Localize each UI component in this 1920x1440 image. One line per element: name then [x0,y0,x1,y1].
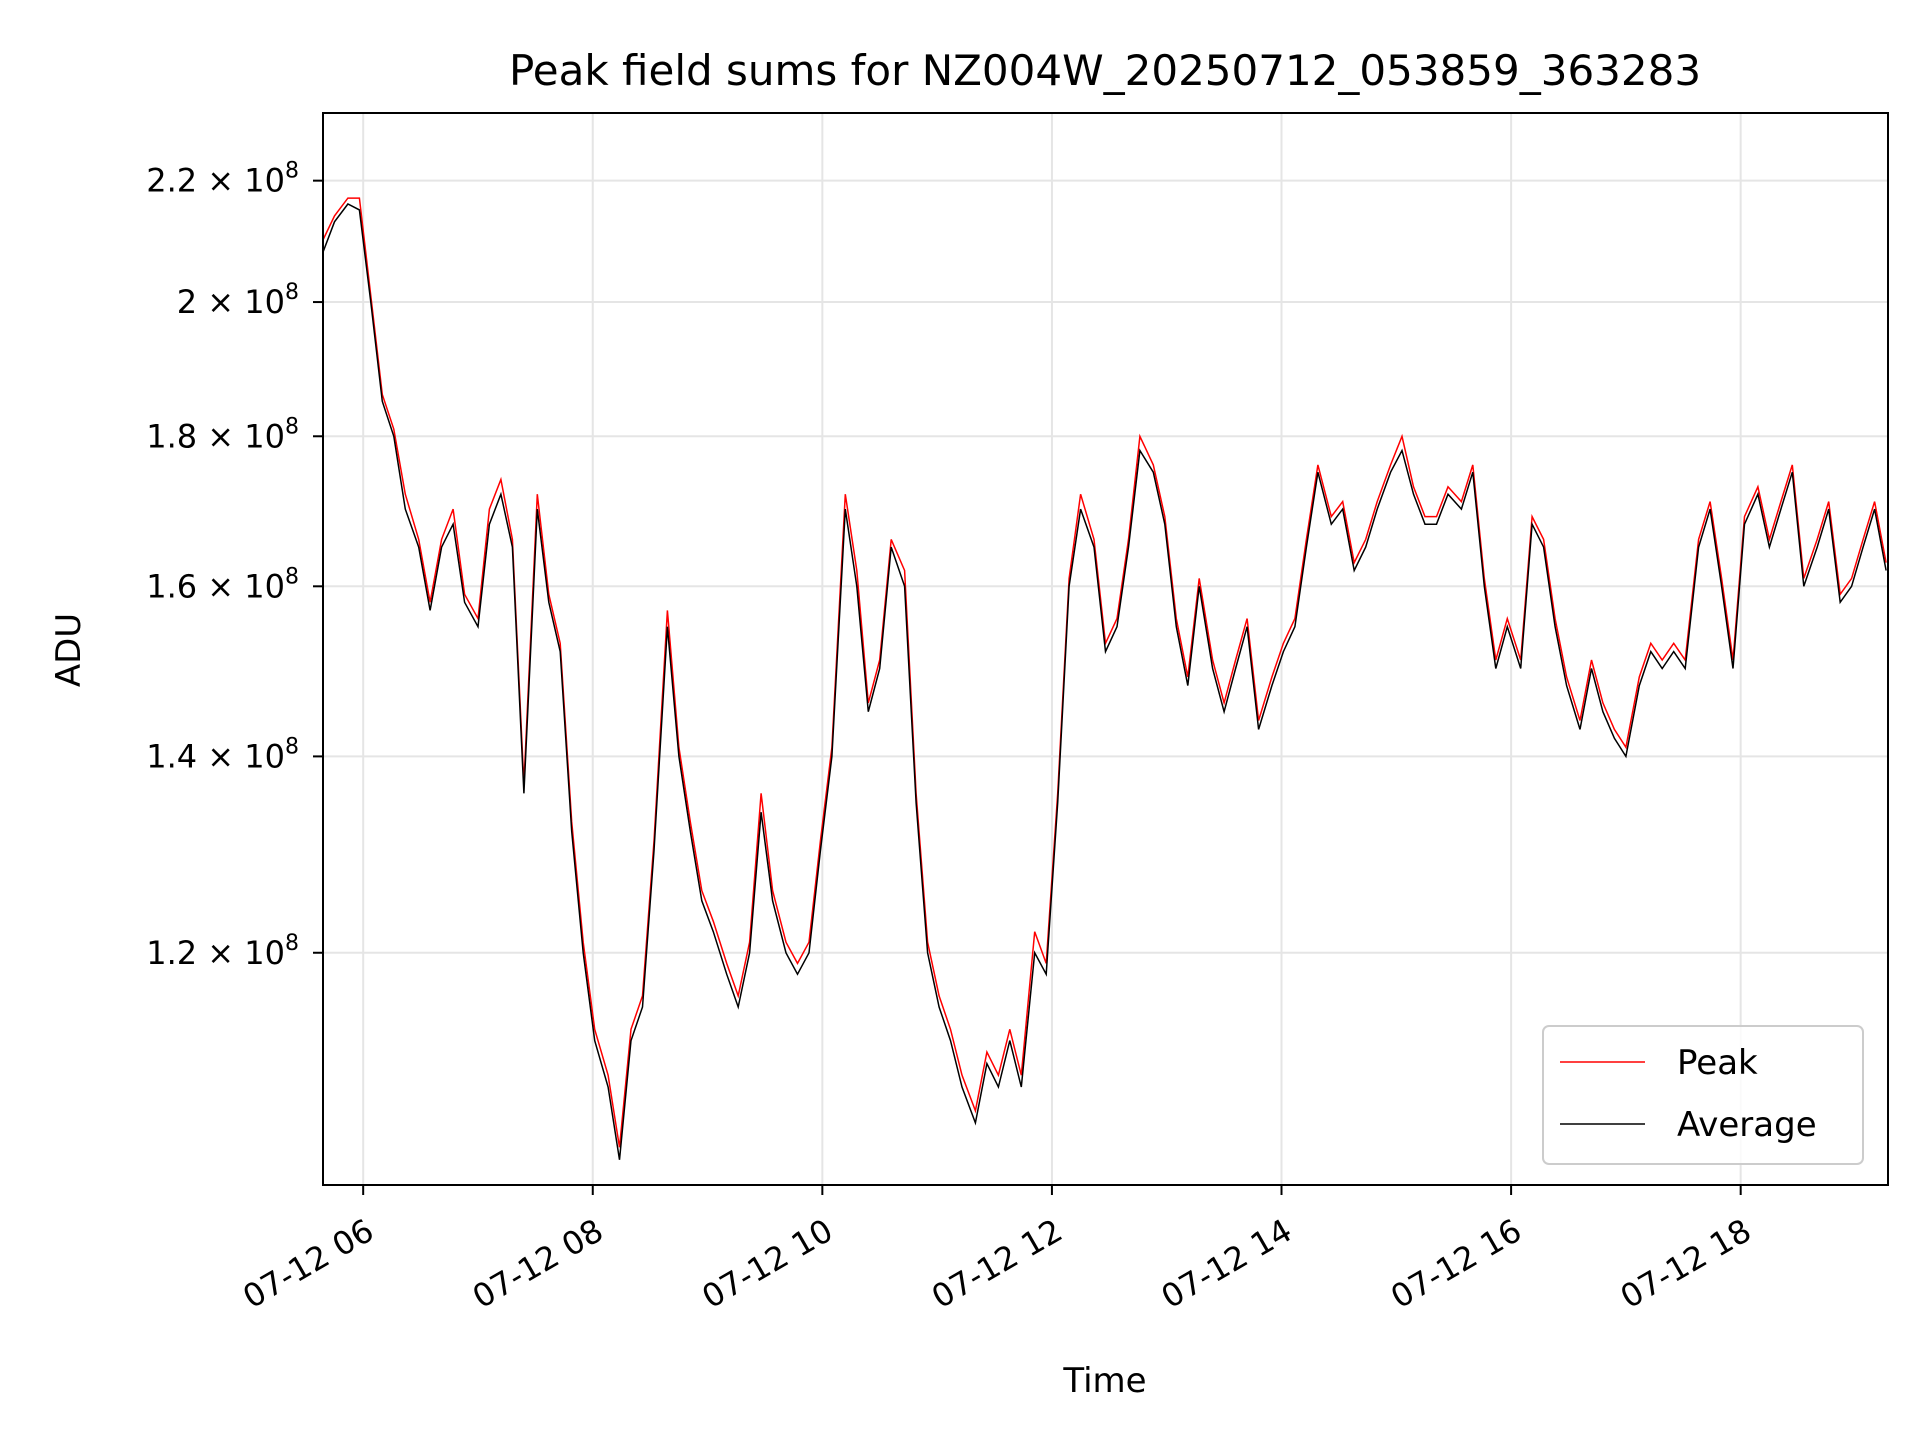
y-axis-ticks: 1.2 × 108 1.4 × 108 1.6 × 108 1.8 × 108 2 × … [146,159,323,972]
plot-frame [322,112,1889,1186]
y-tick-label: 2 × 108 [177,280,299,321]
y-tick-label: 1.8 × 108 [146,414,299,455]
legend-peak-label: Peak [1677,1043,1758,1083]
legend-box [1542,1025,1864,1165]
legend-average-label: Average [1677,1105,1817,1145]
chart-title: Peak field sums for NZ004W_20250712_0538… [509,46,1701,95]
series-line-average [323,203,1887,1160]
y-tick-label: 2.2 × 108 [146,159,299,200]
x-axis-label: Time [1062,1361,1146,1401]
y-tick-label: 1.2 × 108 [146,931,299,972]
legend: Peak Average [1542,1025,1864,1165]
y-tick-label: 1.6 × 108 [146,564,299,605]
y-tick-label: 1.4 × 108 [146,734,299,775]
y-axis-label: ADU [49,613,89,687]
series-layer [323,197,1887,1160]
series-line-peak [323,197,1887,1148]
